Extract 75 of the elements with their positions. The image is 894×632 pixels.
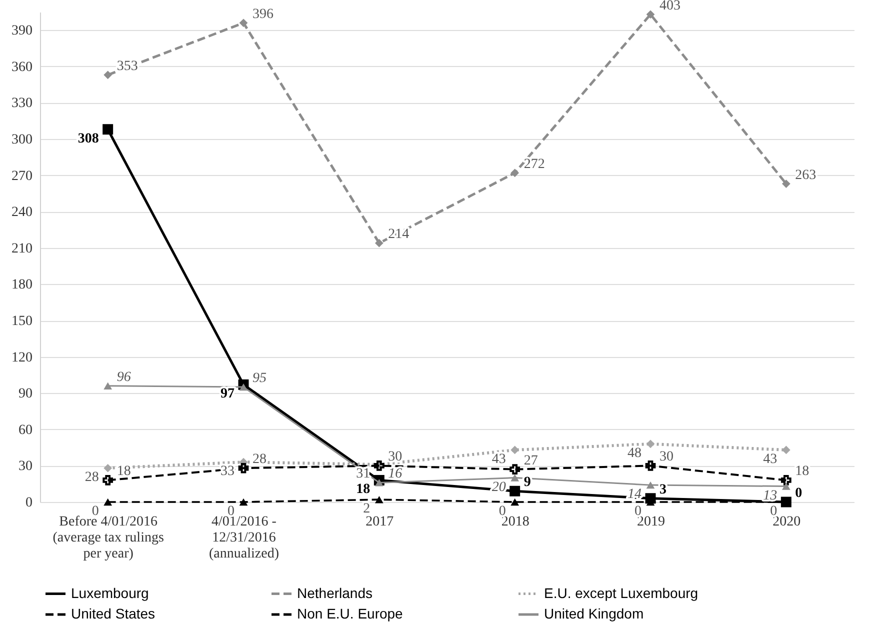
- point: [104, 498, 112, 506]
- data-label: 95: [252, 371, 266, 386]
- y-tick-label: 120: [12, 350, 32, 366]
- x-tick-label: 4/01/2016 - 12/31/2016 (annualized): [209, 514, 280, 562]
- y-tick-label: 60: [18, 422, 32, 438]
- y-tick-label: 300: [12, 132, 32, 148]
- point: [102, 124, 114, 135]
- point: [374, 479, 384, 486]
- point: [645, 460, 656, 471]
- y-tick-label: 150: [12, 314, 32, 330]
- point: [104, 70, 112, 80]
- point: [510, 498, 520, 506]
- y-tick-label: 0: [26, 496, 32, 510]
- point: [104, 382, 112, 390]
- point: [104, 464, 112, 472]
- data-label: 13: [763, 488, 778, 504]
- legend-label: E.U. except Luxembourg: [544, 584, 698, 601]
- data-label: 31: [356, 466, 370, 482]
- point: [646, 440, 655, 448]
- y-tick-label: 240: [12, 205, 32, 220]
- point: [374, 238, 384, 248]
- y-tick-label: 30: [18, 459, 32, 474]
- y-tick-label: 330: [12, 96, 32, 112]
- y-tick-label: 180: [12, 278, 32, 293]
- point: [238, 462, 249, 474]
- data-label: 3: [660, 482, 666, 498]
- point: [782, 482, 790, 490]
- y-tick-label: 390: [12, 24, 32, 39]
- data-label: 30: [660, 450, 674, 465]
- point: [239, 18, 248, 28]
- data-label: 97: [220, 386, 234, 402]
- legend-label: Netherlands: [297, 584, 372, 601]
- data-label: 308: [78, 131, 99, 146]
- point: [510, 464, 520, 475]
- point: [239, 498, 248, 506]
- y-tick-label: 90: [18, 386, 32, 402]
- point: [782, 180, 790, 188]
- data-label: 96: [116, 370, 131, 385]
- data-label: 403: [660, 0, 680, 14]
- data-label: 263: [795, 168, 816, 183]
- legend-label: Non E.U. Europe: [297, 606, 404, 622]
- point: [780, 475, 792, 486]
- data-label: 48: [628, 446, 642, 461]
- data-label: 9: [524, 475, 531, 490]
- data-label: 396: [252, 6, 274, 22]
- point: [239, 383, 248, 391]
- point: [510, 474, 520, 482]
- data-label: 0: [795, 486, 802, 501]
- data-label: 16: [388, 466, 402, 482]
- data-label: 43: [763, 452, 778, 467]
- legend-label: Luxembourg: [71, 584, 149, 601]
- data-label: 27: [524, 453, 538, 468]
- legend-label: United States: [71, 606, 156, 622]
- data-label: 18: [795, 464, 810, 480]
- data-label: 18: [356, 482, 370, 498]
- y-tick-label: 360: [12, 60, 32, 75]
- x-tick-label: 2017: [366, 514, 394, 530]
- data-label: 28: [252, 452, 266, 468]
- point: [374, 496, 384, 504]
- data-label: 30: [388, 450, 402, 465]
- data-label: 2: [363, 502, 370, 517]
- data-label: 18: [116, 464, 131, 480]
- point: [510, 446, 520, 454]
- y-tick-label: 270: [12, 168, 32, 184]
- data-label: 43: [492, 452, 506, 467]
- data-label: 28: [84, 470, 99, 486]
- point: [646, 10, 655, 19]
- point: [510, 486, 520, 496]
- x-tick-label: 2020: [772, 514, 801, 530]
- point: [102, 475, 114, 486]
- y-tick-label: 210: [12, 241, 32, 256]
- data-label: 272: [524, 156, 545, 172]
- point: [510, 168, 520, 178]
- point: [646, 481, 655, 489]
- legend-label: United Kingdom: [544, 606, 644, 622]
